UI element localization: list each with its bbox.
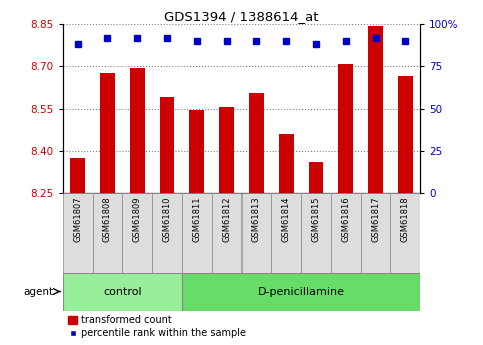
Text: GSM61816: GSM61816 [341,196,350,242]
Bar [212,193,242,273]
Text: GSM61813: GSM61813 [252,196,261,242]
Bar [390,193,420,273]
Bar [159,97,174,193]
Text: GSM61817: GSM61817 [371,196,380,242]
Bar [100,73,115,193]
Bar [122,193,152,273]
Text: GSM61815: GSM61815 [312,196,320,242]
Bar [63,273,182,310]
Text: GSM61808: GSM61808 [103,196,112,242]
Bar [189,110,204,193]
Bar [249,93,264,193]
Bar [368,26,383,193]
Bar [398,76,413,193]
Bar [152,193,182,273]
Text: D-penicillamine: D-penicillamine [257,287,344,296]
Bar [70,158,85,193]
Bar [309,162,324,193]
Bar [361,193,390,273]
Bar [63,193,93,273]
Bar [331,193,361,273]
Bar [93,193,122,273]
Text: GSM61809: GSM61809 [133,196,142,242]
Legend: transformed count, percentile rank within the sample: transformed count, percentile rank withi… [68,315,246,338]
Text: GSM61812: GSM61812 [222,196,231,242]
Bar [182,273,420,310]
Text: GSM61818: GSM61818 [401,196,410,242]
Bar [242,193,271,273]
Text: GSM61811: GSM61811 [192,196,201,242]
Bar [130,68,145,193]
Bar [182,193,212,273]
Bar [301,193,331,273]
Text: agent: agent [23,287,53,296]
Bar [279,134,294,193]
Bar [219,107,234,193]
Text: control: control [103,287,142,296]
Title: GDS1394 / 1388614_at: GDS1394 / 1388614_at [164,10,319,23]
Bar [338,63,353,193]
Text: GSM61810: GSM61810 [163,196,171,242]
Text: GSM61814: GSM61814 [282,196,291,242]
Text: GSM61807: GSM61807 [73,196,82,242]
Bar [271,193,301,273]
